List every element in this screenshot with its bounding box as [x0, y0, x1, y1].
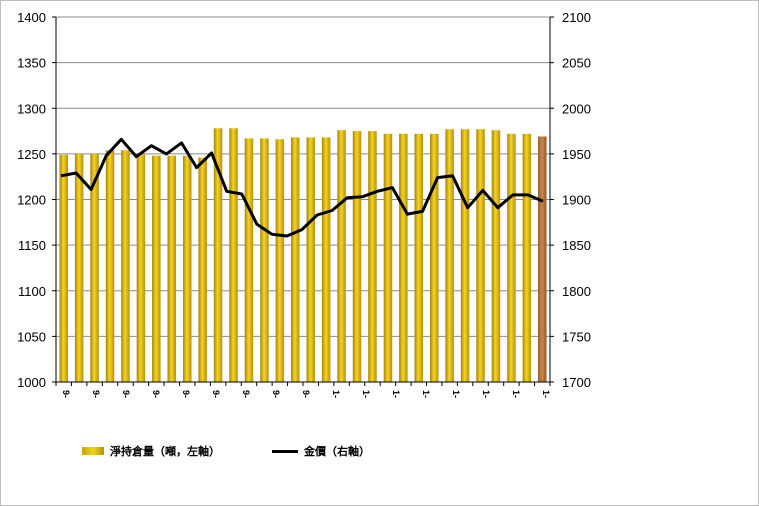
bar [167, 155, 176, 382]
left-tick-label: 1300 [17, 101, 46, 116]
x-tick-label: 1- [451, 390, 461, 398]
bar [306, 137, 315, 382]
x-tick-label: 9- [271, 390, 281, 398]
bar [59, 154, 68, 382]
left-tick-label: 1250 [17, 147, 46, 162]
x-tick-label: 1- [421, 390, 431, 398]
left-tick-label: 1400 [17, 10, 46, 25]
bar [183, 155, 192, 382]
bar [476, 129, 485, 382]
x-tick-label: 9- [241, 390, 251, 398]
left-tick-label: 1050 [17, 329, 46, 344]
bar [260, 138, 269, 382]
x-tick-label: 1- [511, 390, 521, 398]
right-tick-label: 1700 [562, 375, 591, 390]
bar [460, 129, 470, 382]
bar [213, 128, 223, 382]
axes [52, 16, 554, 386]
bar [383, 133, 393, 382]
right-tick-label: 2100 [562, 10, 591, 25]
bar [430, 133, 439, 382]
x-tick-label: 1- [541, 390, 551, 398]
bar [244, 138, 254, 382]
legend-item-bars: 淨持倉量（噸，左軸） [82, 443, 220, 459]
legend-line-label: 金價（右軸） [304, 445, 370, 458]
legend-line-swatch [272, 449, 298, 453]
x-tick-label: 1- [391, 390, 401, 398]
right-tick-label: 2050 [562, 56, 591, 71]
right-axis-ticks: 1700 1750 1800 1850 1900 1950 2000 2050 2100 [562, 10, 591, 390]
bar [275, 139, 285, 382]
bar [90, 153, 99, 382]
left-tick-label: 1000 [17, 375, 46, 390]
right-tick-label: 2000 [562, 101, 591, 116]
bar [507, 133, 516, 382]
bar-series [59, 128, 547, 382]
x-tick-label: 9- [181, 390, 191, 398]
right-tick-label: 1850 [562, 238, 591, 253]
x-tick-label: 9- [61, 390, 71, 398]
bar [291, 137, 300, 382]
left-tick-label: 1200 [17, 193, 46, 208]
price-line [60, 137, 544, 238]
x-axis-ticks: 9- 9- 9- 9- 9- 9- 9- 9- 9- 1- 1- 1- 1- 1- 1- 1- 1- [61, 390, 551, 398]
price-line-series [60, 137, 544, 238]
x-tick-label: 1- [481, 390, 491, 398]
bar [321, 137, 331, 382]
bar [538, 136, 547, 382]
bar [368, 131, 377, 382]
x-tick-label: 9- [151, 390, 161, 398]
bar [337, 130, 346, 382]
bar [136, 153, 146, 382]
legend-bar-label: 淨持倉量（噸，左軸） [110, 445, 220, 458]
bar [121, 150, 130, 382]
x-tick-label: 1- [361, 390, 371, 398]
legend-item-line: 金價（右軸） [272, 443, 370, 459]
right-tick-label: 1950 [562, 147, 591, 162]
left-axis-ticks: 1000 1050 1100 1150 1200 1250 1300 1350 1400 [17, 10, 46, 390]
left-tick-label: 1150 [18, 238, 46, 253]
bar [74, 153, 84, 382]
x-tick-label: 9- [91, 390, 101, 398]
x-tick-label: 9- [121, 390, 131, 398]
bar [105, 150, 115, 382]
bar [445, 129, 454, 382]
left-tick-label: 1350 [17, 56, 46, 71]
legend: 淨持倉量（噸，左軸） 金價（右軸） [82, 442, 370, 460]
bar [414, 133, 423, 382]
bar [198, 157, 207, 382]
right-tick-label: 1750 [562, 329, 591, 344]
bar [491, 130, 501, 382]
x-tick-label: 9- [211, 390, 221, 398]
bar [522, 133, 532, 382]
right-tick-label: 1900 [562, 193, 591, 208]
left-tick-label: 1100 [18, 284, 46, 299]
x-tick-label: 1- [331, 390, 341, 398]
bar [152, 155, 161, 382]
x-tick-label: 9- [301, 390, 311, 398]
bar [352, 131, 362, 382]
bar [399, 133, 408, 382]
bar [229, 128, 238, 382]
legend-bar-swatch [82, 447, 104, 455]
right-tick-label: 1800 [562, 284, 591, 299]
